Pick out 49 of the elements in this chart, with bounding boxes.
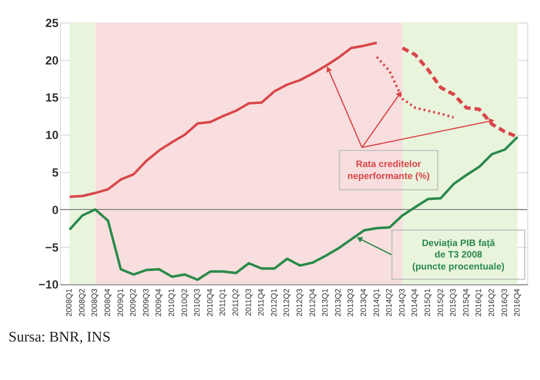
y-tick-label: 20 bbox=[45, 53, 59, 68]
x-tick-label: 2015Q4 bbox=[461, 288, 470, 317]
y-tick-label: 0 bbox=[52, 202, 59, 217]
x-tick-label: 2015Q1 bbox=[422, 288, 432, 317]
x-tick-label: 2012Q1 bbox=[269, 288, 278, 317]
x-tick-label: 2011Q2 bbox=[230, 288, 240, 316]
x-tick-label: 2016Q2 bbox=[486, 288, 496, 317]
x-tick-label: 2008Q2 bbox=[77, 288, 86, 317]
y-tick-label: 25 bbox=[45, 16, 59, 30]
x-tick-label: 2011Q3 bbox=[244, 288, 253, 316]
x-tick-label: 2009Q2 bbox=[128, 288, 138, 317]
line-series bbox=[68, 136, 519, 281]
x-tick-label: 2010Q1 bbox=[166, 288, 176, 317]
x-tick-label: 2013Q3 bbox=[346, 288, 356, 317]
x-tick-label: 2010Q2 bbox=[180, 288, 189, 317]
x-tick-label: 2012Q3 bbox=[294, 288, 304, 317]
x-tick-label: 2009Q3 bbox=[141, 288, 150, 317]
x-tick-label: 2009Q1 bbox=[116, 288, 125, 317]
x-tick-label: 2014Q2 bbox=[384, 288, 394, 317]
y-tick-label: 5 bbox=[52, 166, 59, 180]
x-tick-label: 2011Q1 bbox=[218, 288, 228, 316]
x-tick-label: 2014Q4 bbox=[410, 288, 420, 317]
line-series bbox=[376, 56, 455, 119]
x-tick-label: 2016Q3 bbox=[500, 288, 509, 317]
x-tick-label: 2010Q3 bbox=[192, 288, 202, 317]
x-tick-label: 2013Q4 bbox=[358, 288, 368, 317]
x-tick-label: 2014Q3 bbox=[397, 288, 406, 317]
x-tick-label: 2008Q4 bbox=[102, 288, 112, 317]
x-tick-label: 2010Q4 bbox=[205, 288, 214, 317]
x-tick-label: 2009Q4 bbox=[154, 288, 164, 317]
text: Sursa: BNR, INS bbox=[8, 330, 111, 346]
x-tick-label: 2011Q4 bbox=[256, 288, 266, 316]
annotation: Rata creditelor neperformante (%) bbox=[347, 159, 430, 181]
annotation: Deviația PIB față de T3 2008 (puncte procentuale) bbox=[412, 238, 504, 272]
x-tick-label: 2014Q1 bbox=[372, 288, 381, 317]
x-tick-label: 2012Q4 bbox=[308, 288, 317, 317]
y-tick-label: 10 bbox=[45, 128, 59, 142]
x-tick-label: 2016Q4 bbox=[512, 288, 522, 317]
x-tick-label: 2008Q3 bbox=[90, 288, 100, 317]
y-tick-label: −5 bbox=[45, 240, 59, 254]
x-tick-label: 2016Q1 bbox=[474, 288, 484, 317]
x-tick-label: 2013Q1 bbox=[320, 288, 330, 317]
y-tick-label: 15 bbox=[45, 90, 59, 105]
x-tick-label: 2015Q3 bbox=[448, 288, 458, 317]
x-tick-label: 2013Q2 bbox=[333, 288, 342, 317]
x-tick-label: 2012Q2 bbox=[282, 288, 292, 317]
x-tick-label: 2015Q2 bbox=[436, 288, 445, 317]
y-tick-label: −10 bbox=[38, 278, 59, 292]
x-tick-label: 2008Q1 bbox=[64, 288, 74, 317]
